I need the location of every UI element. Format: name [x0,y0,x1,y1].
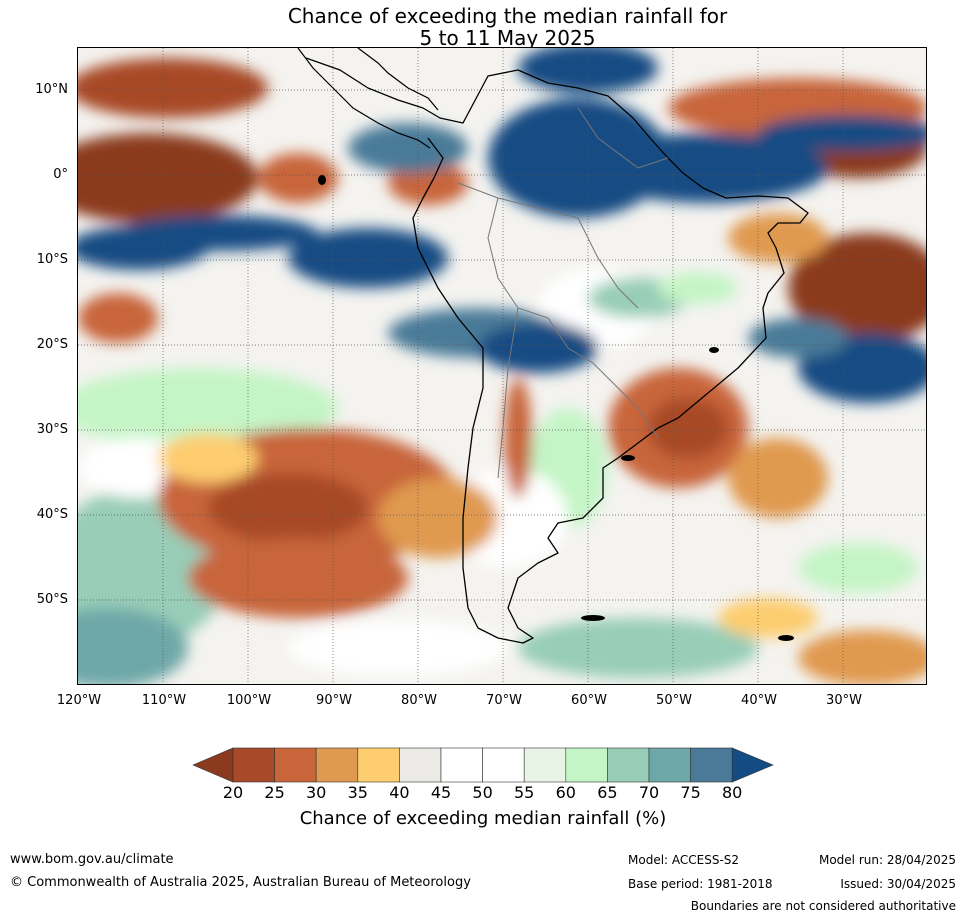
legend-swatch [607,747,650,783]
central-america-coastline [297,48,439,149]
legend-extend-low [192,747,234,783]
legend-swatch [523,747,567,783]
legend-tick-label: 20 [222,783,244,802]
lon-label-70w: 70°W [486,693,522,708]
legend-swatch [315,747,359,783]
legend-tick-label: 40 [389,783,410,802]
graticule [78,48,926,684]
lon-label-120w: 120°W [56,693,102,708]
lon-label-90w: 90°W [316,693,352,708]
rainfall-map-canvas [78,48,926,684]
legend-tick-label: 80 [722,783,743,802]
lon-label-40w: 40°W [741,693,777,708]
rainfall-map [77,47,927,685]
lon-label-80w: 80°W [401,693,437,708]
lat-label-40s: 40°S [36,507,68,522]
legend-tick-label: 65 [597,783,618,802]
footer-model: Model: ACCESS-S2 [628,853,740,867]
lat-label-10n: 10°N [35,82,68,97]
lat-label-50s: 50°S [36,592,68,607]
legend-tick-label: 25 [264,783,285,802]
legend-swatch [482,747,525,783]
legend-swatch [440,747,483,783]
map-title-line2: 5 to 11 May 2025 [419,26,596,50]
footer-base-period: Base period: 1981-2018 [628,877,773,891]
legend-swatch [399,747,442,783]
lat-label-0: 0° [53,167,68,182]
footer-copyright: © Commonwealth of Australia 2025, Austra… [10,875,471,890]
legend-extend-high [731,747,774,783]
country-borders [457,107,669,479]
lon-label-100w: 100°W [226,693,272,708]
legend-title: Chance of exceeding median rainfall (%) [299,808,667,829]
legend-swatch [357,747,400,783]
legend-swatch [565,747,608,783]
legend-swatch [232,747,275,783]
legend-tick-label: 70 [638,783,660,802]
footer-model-run: Model run: 28/04/2025 [818,853,956,867]
legend-tick-label: 35 [347,783,368,802]
legend-tick-label: 75 [680,783,701,802]
legend-tick-label: 60 [555,783,576,802]
lon-label-50w: 50°W [656,693,692,708]
legend-tick-label: 30 [306,783,327,802]
lat-label-10s: 10°S [36,252,68,267]
lon-label-60w: 60°W [571,693,607,708]
lat-label-30s: 30°S [36,422,68,437]
legend-tick-label: 45 [430,783,452,802]
map-title-line1: Chance of exceeding the median rainfall … [287,4,728,28]
south-america-coastline [305,57,809,644]
legend-colorbar [192,747,774,783]
legend-tick-label: 55 [514,783,535,802]
lon-label-30w: 30°W [826,693,862,708]
legend-swatch [690,747,733,783]
lat-label-20s: 20°S [36,337,68,352]
lon-label-110w: 110°W [141,693,187,708]
legend-swatch [274,747,317,783]
legend-tick-label: 50 [472,783,493,802]
footer-issued: Issued: 30/04/2025 [840,877,956,891]
footer-website: www.bom.gov.au/climate [10,852,174,867]
footer-disclaimer: Boundaries are not considered authoritat… [690,899,956,913]
legend-swatch [648,747,691,783]
islands [318,175,794,641]
